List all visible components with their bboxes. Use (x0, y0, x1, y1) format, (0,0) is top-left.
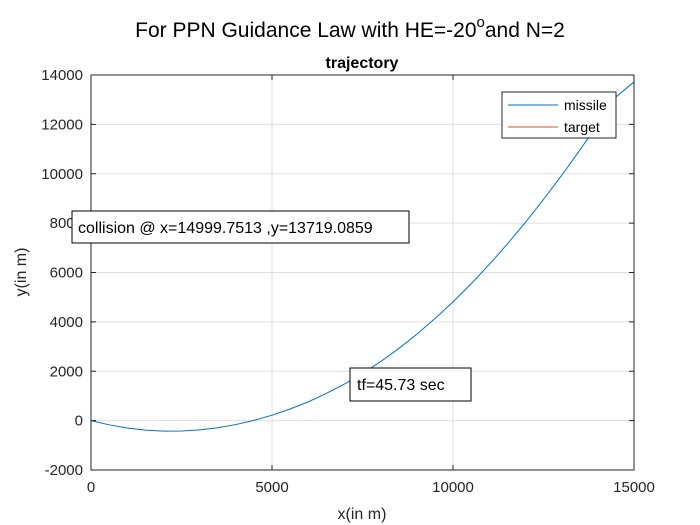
y-tick-label: -2000 (45, 462, 83, 479)
legend-box (501, 91, 617, 139)
x-tick-label: 10000 (432, 479, 474, 496)
y-tick-label: 12000 (41, 116, 83, 133)
y-tick-label: 10000 (41, 166, 83, 183)
y-tick-label: 14000 (41, 67, 83, 84)
x-axis-label: x(in m) (338, 506, 387, 523)
axes-title: trajectory (326, 55, 399, 72)
x-tick-label: 15000 (613, 479, 655, 496)
annotation-time-box (349, 367, 472, 402)
y-axis-label: y(in m) (13, 248, 30, 297)
figure-title-tail: and N=2 (485, 19, 565, 42)
annotation-collision: collision @ x=14999.7513 ,y=13719.0859 (71, 210, 410, 244)
y-tick-label: 0 (75, 413, 83, 430)
figure-title: For PPN Guidance Law with HE=-20oand N=2 (135, 14, 565, 42)
annotation-collision-text: collision @ x=14999.7513 ,y=13719.0859 (78, 220, 373, 237)
annotation-collision-box (71, 210, 410, 244)
x-axis-ticks: 0 5000 10000 15000 (87, 75, 655, 496)
y-tick-label: 6000 (50, 265, 83, 282)
x-tick-label: 5000 (255, 479, 288, 496)
annotation-time: tf=45.73 sec (349, 367, 472, 402)
figure-title-degree: o (477, 14, 485, 31)
x-tick-label: 0 (87, 479, 95, 496)
y-tick-label: 2000 (50, 363, 83, 380)
y-tick-label: 4000 (50, 314, 83, 331)
legend-label-missile: missile (564, 97, 607, 113)
legend[interactable]: missile target (501, 91, 617, 139)
figure-title-main: For PPN Guidance Law with HE=-20 (135, 19, 476, 42)
legend-label-target: target (564, 119, 600, 135)
annotation-time-text: tf=45.73 sec (357, 377, 445, 394)
